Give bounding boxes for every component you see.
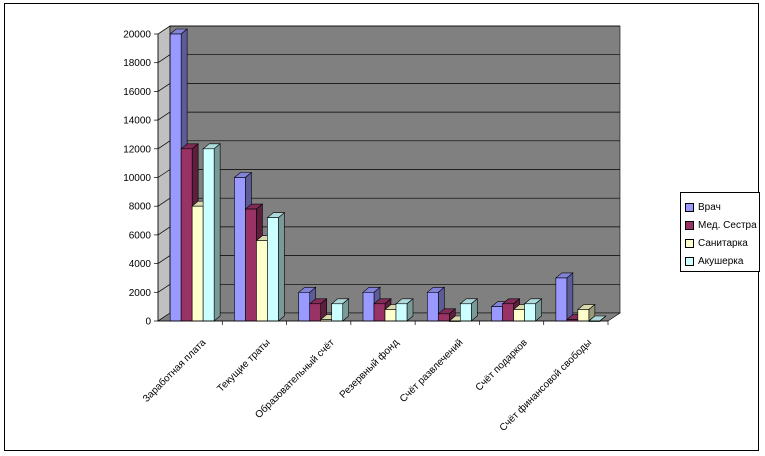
bar xyxy=(256,240,268,322)
bar xyxy=(373,303,386,322)
y-tick-label: 0 xyxy=(145,317,151,328)
gridline-side xyxy=(157,140,171,150)
y-tick-label: 16000 xyxy=(123,87,151,98)
legend-item: Акушерка xyxy=(685,252,759,270)
legend-swatch xyxy=(685,256,694,266)
legend-label: Акушерка xyxy=(698,255,744,267)
legend-swatch xyxy=(685,220,694,230)
legend-item: Врач xyxy=(685,198,759,216)
legend-item: Санитарка xyxy=(685,234,759,252)
bar xyxy=(362,291,375,322)
chart-frame: 0 2000 4000 6000 8000 10000 12000 14000 16000 180… xyxy=(4,3,760,451)
bar xyxy=(524,303,536,322)
bar xyxy=(331,303,344,322)
y-tick-label: 2000 xyxy=(129,288,152,299)
bar xyxy=(234,177,246,322)
bar xyxy=(577,309,590,322)
bar xyxy=(555,277,568,322)
legend-item: Мед. Сестра xyxy=(685,216,759,234)
chart-legend: Врач Мед. Сестра Санитарка Акушерка xyxy=(680,192,760,272)
y-tick-label: 6000 xyxy=(129,230,152,241)
legend-swatch xyxy=(685,238,694,248)
legend-label: Мед. Сестра xyxy=(698,219,757,231)
y-tick-label: 18000 xyxy=(123,58,151,69)
bar xyxy=(426,291,439,322)
gridline-side xyxy=(157,197,171,207)
x-tick-label: Резервный фонд xyxy=(337,337,401,401)
bar-side xyxy=(599,315,607,322)
x-tick-label: Счёт развлечений xyxy=(398,337,465,404)
x-tick-label: Текущие траты xyxy=(215,337,272,394)
bar xyxy=(191,205,204,322)
gridline-side xyxy=(157,284,171,293)
x-tick-label: Счёт подарков xyxy=(474,337,530,393)
bar xyxy=(437,313,450,322)
y-tick-label: 12000 xyxy=(123,144,151,155)
legend-label: Врач xyxy=(698,201,721,213)
gridline-side xyxy=(157,169,171,178)
y-tick-label: 4000 xyxy=(129,259,152,270)
legend-label: Санитарка xyxy=(698,237,748,249)
gridline-side xyxy=(157,54,171,63)
bar xyxy=(169,33,182,322)
bar xyxy=(267,217,279,322)
bar xyxy=(502,303,514,322)
gridline-side xyxy=(157,226,171,236)
gridline-side xyxy=(157,25,171,35)
bar-side xyxy=(213,143,221,322)
bar xyxy=(298,291,311,322)
bar xyxy=(202,148,215,322)
gridline-side xyxy=(157,111,171,121)
bar xyxy=(491,306,503,322)
y-tick-label: 14000 xyxy=(123,116,151,127)
bar xyxy=(513,309,525,322)
y-tick-label: 10000 xyxy=(123,173,151,184)
bar-side xyxy=(566,272,574,322)
legend-swatch xyxy=(685,202,694,212)
y-tick-label: 20000 xyxy=(123,30,151,41)
x-tick-label: Заработная плата xyxy=(140,336,208,404)
y-tick-label: 8000 xyxy=(129,202,152,213)
bar xyxy=(384,309,397,322)
bar xyxy=(245,208,257,322)
gridline-side xyxy=(157,83,171,92)
chart-plot: 0 2000 4000 6000 8000 10000 12000 14000 16000 180… xyxy=(123,25,621,434)
gridline-side xyxy=(157,255,171,264)
bar-side xyxy=(278,212,285,322)
bar xyxy=(309,303,322,322)
bar xyxy=(459,303,472,322)
bar xyxy=(180,148,193,322)
bar xyxy=(395,303,408,322)
